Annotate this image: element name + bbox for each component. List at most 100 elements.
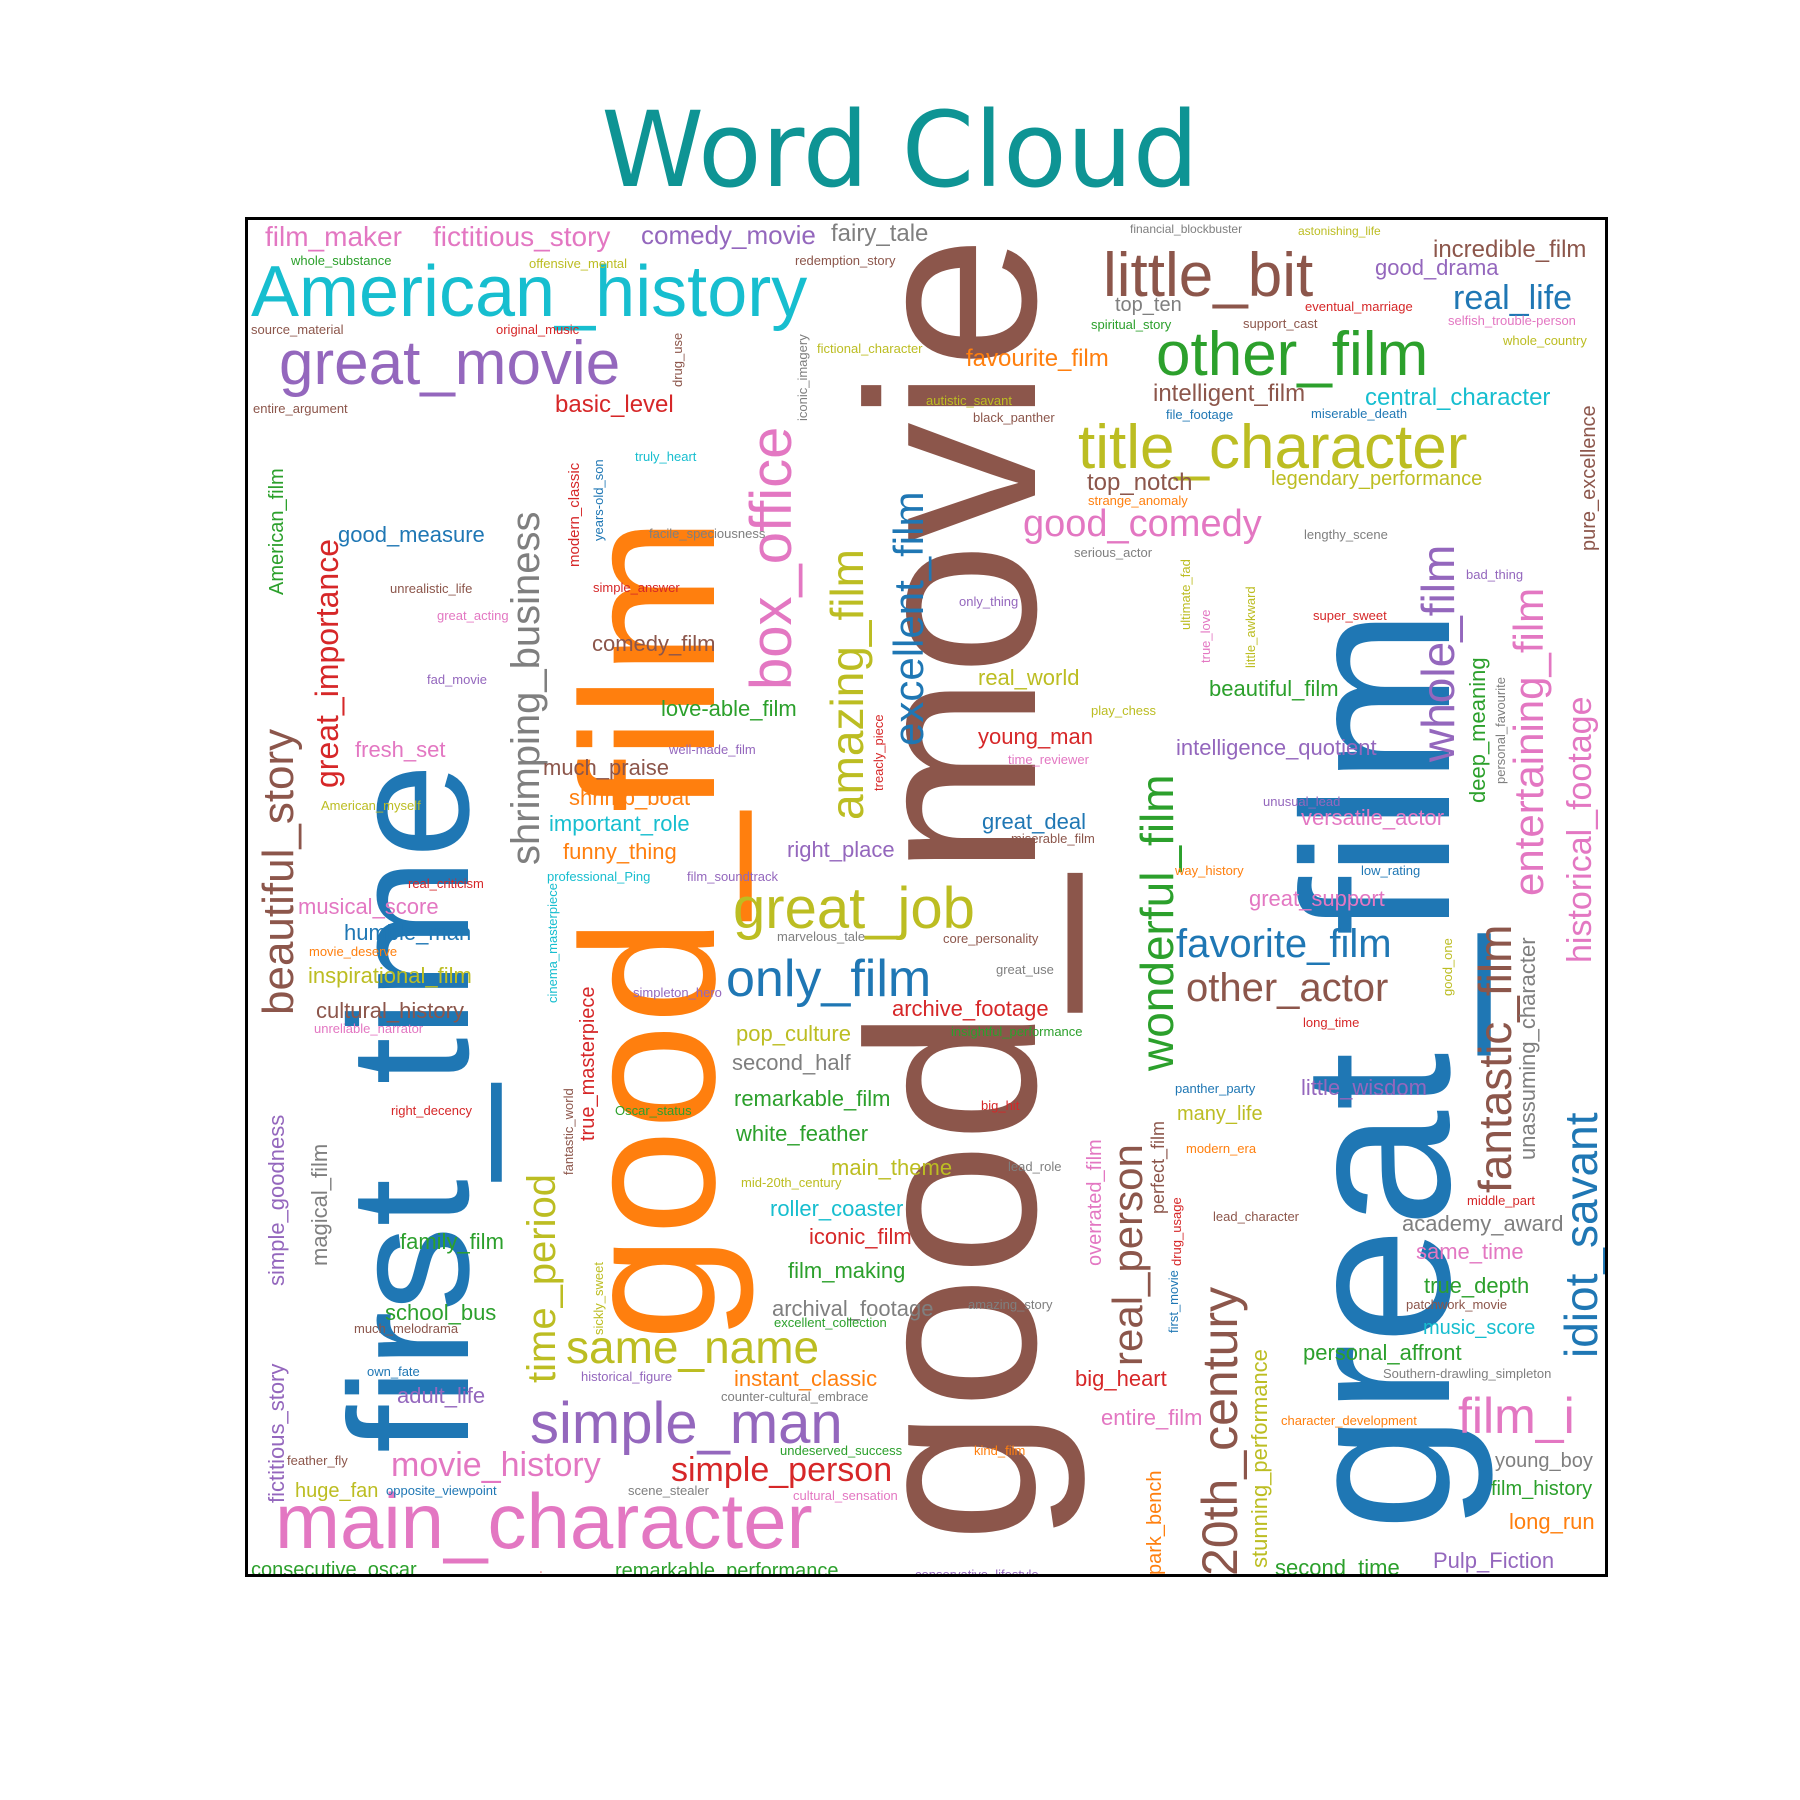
word-time-reviewer: time_reviewer — [1008, 752, 1090, 767]
word-film-history: film_history — [1491, 1478, 1592, 1500]
word-personal-favourite: personal_favourite — [1493, 677, 1508, 784]
word-school-bus: school_bus — [385, 1300, 496, 1325]
word-main-theme: main_theme — [831, 1155, 952, 1180]
word-only-film: only_film — [726, 950, 931, 1008]
word-top-notch: top_notch — [1087, 469, 1192, 496]
word-park-bench: park_bench — [1144, 1470, 1166, 1575]
word-simple-man: simple_man — [530, 1391, 843, 1456]
word-central-character: central_character — [1365, 384, 1550, 411]
word-cultural-sensation: cultural_sensation — [793, 1488, 898, 1503]
word-undeserved-success: undeserved_success — [780, 1443, 903, 1458]
word-perfect-film: perfect_film — [1148, 1121, 1169, 1214]
word-good-film: good_film — [543, 517, 755, 1341]
word-american-history: American_history — [251, 252, 807, 332]
word-beautiful-story: beautiful_story — [254, 729, 303, 1015]
word-mid-20th-century: mid-20th_century — [741, 1175, 842, 1190]
word-remarkable-performance: remarkable_performance — [615, 1560, 838, 1577]
word-entire-film: entire_film — [1101, 1405, 1202, 1430]
word-second-time: second_time — [1275, 1555, 1400, 1577]
word-years-old-son: years-old_son — [591, 459, 606, 541]
word-unreliable-narrator: unreliable_narrator — [314, 1021, 424, 1036]
word-american-film: American_film — [266, 468, 288, 595]
word-film-maker: film_maker — [265, 221, 402, 252]
word-title-character: title_character — [1078, 413, 1467, 482]
word-many-life: many_life — [1177, 1103, 1263, 1125]
word-black-panther: black_panther — [973, 410, 1055, 425]
word-lead-character: lead_character — [1213, 1209, 1300, 1224]
word-great-support: great_support — [1249, 886, 1385, 911]
word-fantastic-film: fantastic_film — [1469, 925, 1521, 1193]
word-family-film: family_film — [400, 1229, 504, 1254]
word-film-making: film_making — [788, 1258, 905, 1283]
word-panther-party: panther_party — [1175, 1081, 1256, 1096]
word-unrealistic-life: unrealistic_life — [390, 581, 472, 596]
word-important-role: important_role — [549, 811, 690, 836]
word-roller-coaster: roller_coaster — [770, 1196, 903, 1221]
word-low-rating: low_rating — [1361, 863, 1420, 878]
word-whole-film: whole_film — [1412, 545, 1464, 763]
word-adult-life: adult_life — [397, 1383, 485, 1408]
word-academy-award: academy_award — [1402, 1211, 1563, 1236]
word-same-time: same_time — [1416, 1239, 1524, 1264]
word-great-importance: great_importance — [309, 539, 345, 788]
word-true-love: true_love — [1198, 610, 1213, 663]
word-drug-usage: drug_usage — [1169, 1197, 1184, 1266]
word-sickly-sweet: sickly_sweet — [591, 1262, 606, 1335]
word-real-life: real_life — [1453, 279, 1572, 317]
word-file-footage: file_footage — [1166, 407, 1233, 422]
word-great-acting: great_acting — [437, 608, 509, 623]
word-excellent-collection: excellent_collection — [774, 1315, 887, 1330]
word-core-personality: core_personality — [943, 931, 1039, 946]
word-strange-anomaly: strange_anomaly — [1088, 493, 1188, 508]
word-well-made-film: well-made_film — [668, 742, 756, 757]
word-fairy-tale: fairy_tale — [831, 220, 928, 247]
word-only-thing: only_thing — [959, 594, 1018, 609]
word-whole-country: whole_country — [1502, 333, 1587, 348]
word-funny-thing: funny_thing — [563, 839, 677, 864]
word-love-able-film: love-able_film — [661, 696, 797, 721]
word-pop-culture: pop_culture — [736, 1021, 851, 1046]
word-whole-substance: whole_substance — [290, 253, 391, 268]
word-comedy-film: comedy_film — [592, 631, 715, 656]
word-cultural-history: cultural_history — [316, 998, 464, 1023]
word-much-melodrama: much_melodrama — [354, 1321, 459, 1336]
word-long-time: long_time — [1303, 1015, 1359, 1030]
word-redemption-story: redemption_story — [795, 253, 896, 268]
word-good-drama: good_drama — [1375, 255, 1499, 280]
word-kind-film: kind_film — [974, 1443, 1025, 1458]
word-consecutive-oscar: consecutive_oscar — [251, 1559, 417, 1577]
word-own-fate: own_fate — [367, 1364, 420, 1379]
word-astonishing-life: astonishing_life — [1298, 224, 1381, 238]
word-autistic-savant: autistic_savant — [926, 393, 1012, 408]
word-wonderful-film: wonderful_film — [1131, 774, 1183, 1072]
word-film-soundtrack: film_soundtrack — [687, 869, 779, 884]
word-overrated-film: overrated_film — [1084, 1139, 1106, 1266]
word-miserable-film: miserable_film — [1011, 831, 1095, 846]
word-support-cast: support_cast — [1243, 316, 1318, 331]
word-marvelous-tale: marvelous_tale — [777, 929, 865, 944]
word-versatile-actor: versatile_actor — [1301, 805, 1444, 830]
word-simple-person: simple_person — [671, 1451, 892, 1489]
word-fictitious-story: fictitious_story — [433, 221, 610, 252]
word-selfish-trouble-person: selfish_trouble-person — [1448, 313, 1576, 328]
word-historical-footage: historical_footage — [1561, 696, 1599, 963]
word-young-boy: young_boy — [1495, 1450, 1593, 1472]
word-pure-excellence: pure_excellence — [1578, 405, 1600, 551]
word-huge-fan: huge_fan — [295, 1480, 378, 1502]
word-fictitious-story: fictitious_story — [264, 1364, 289, 1503]
word-simple-goodness: simple_goodness — [264, 1115, 289, 1286]
word-great-deal: great_deal — [982, 809, 1086, 834]
word-right-decency: right_decency — [391, 1103, 472, 1118]
word-patchwork-movie: patchwork_movie — [1406, 1297, 1507, 1312]
word-big-hit: big_hit — [981, 1098, 1020, 1113]
word-iconic-imagery: iconic_imagery — [795, 334, 810, 421]
word-lengthy-scene: lengthy_scene — [1304, 527, 1388, 542]
word-iconic-film: iconic_film — [809, 1224, 912, 1249]
word-second-half: second_half — [732, 1050, 852, 1075]
word-great-job: great_job — [733, 876, 975, 941]
word-excellent-film: excellent_film — [885, 492, 932, 746]
word-unassuming-character: unassuming_character — [1515, 937, 1540, 1160]
word-basic-level: basic_level — [555, 391, 674, 418]
word-long-run: long_run — [1509, 1509, 1595, 1534]
word-humble-man: humble_man — [344, 920, 471, 945]
